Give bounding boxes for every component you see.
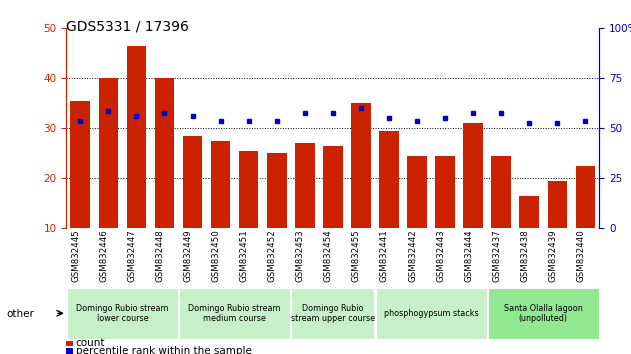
- Text: Santa Olalla lagoon
(unpolluted): Santa Olalla lagoon (unpolluted): [504, 304, 582, 323]
- Bar: [379, 131, 399, 228]
- Bar: [66, 341, 73, 346]
- Text: percentile rank within the sample: percentile rank within the sample: [76, 346, 252, 354]
- Text: GSM832447: GSM832447: [127, 229, 136, 282]
- Bar: [492, 156, 511, 228]
- Text: GSM832452: GSM832452: [268, 229, 277, 282]
- Text: GSM832440: GSM832440: [577, 229, 586, 282]
- Bar: [519, 196, 539, 228]
- Bar: [67, 288, 178, 339]
- Text: GSM832449: GSM832449: [184, 229, 192, 282]
- Bar: [407, 156, 427, 228]
- Bar: [179, 288, 290, 339]
- Bar: [155, 78, 174, 228]
- Bar: [463, 123, 483, 228]
- Text: GSM832450: GSM832450: [211, 229, 221, 282]
- Text: GSM832437: GSM832437: [492, 229, 501, 282]
- Text: GSM832438: GSM832438: [521, 229, 529, 282]
- Text: Domingo Rubio
stream upper course: Domingo Rubio stream upper course: [291, 304, 375, 323]
- Text: GSM832445: GSM832445: [71, 229, 80, 282]
- Bar: [292, 288, 374, 339]
- Text: phosphogypsum stacks: phosphogypsum stacks: [384, 309, 478, 318]
- Text: Domingo Rubio stream
lower course: Domingo Rubio stream lower course: [76, 304, 168, 323]
- Bar: [575, 166, 595, 228]
- Text: other: other: [6, 309, 34, 319]
- Bar: [239, 151, 259, 228]
- Bar: [66, 348, 73, 354]
- Text: Domingo Rubio stream
medium course: Domingo Rubio stream medium course: [189, 304, 281, 323]
- Bar: [183, 136, 203, 228]
- Bar: [375, 288, 487, 339]
- Bar: [71, 101, 90, 228]
- Text: GSM832439: GSM832439: [548, 229, 557, 282]
- Bar: [488, 288, 599, 339]
- Text: GSM832451: GSM832451: [240, 229, 249, 282]
- Text: count: count: [76, 338, 105, 348]
- Bar: [267, 153, 286, 228]
- Bar: [548, 181, 567, 228]
- Text: GSM832444: GSM832444: [464, 229, 473, 282]
- Text: GSM832453: GSM832453: [296, 229, 305, 282]
- Text: GSM832446: GSM832446: [99, 229, 109, 282]
- Text: GSM832443: GSM832443: [436, 229, 445, 282]
- Text: GDS5331 / 17396: GDS5331 / 17396: [66, 19, 189, 34]
- Bar: [127, 46, 146, 228]
- Text: GSM832442: GSM832442: [408, 229, 417, 282]
- Text: GSM832441: GSM832441: [380, 229, 389, 282]
- Bar: [98, 78, 118, 228]
- Bar: [323, 146, 343, 228]
- Text: GSM832454: GSM832454: [324, 229, 333, 282]
- Bar: [435, 156, 455, 228]
- Bar: [351, 103, 371, 228]
- Bar: [211, 141, 230, 228]
- Text: GSM832455: GSM832455: [352, 229, 361, 282]
- Text: GSM832448: GSM832448: [155, 229, 165, 282]
- Bar: [295, 143, 315, 228]
